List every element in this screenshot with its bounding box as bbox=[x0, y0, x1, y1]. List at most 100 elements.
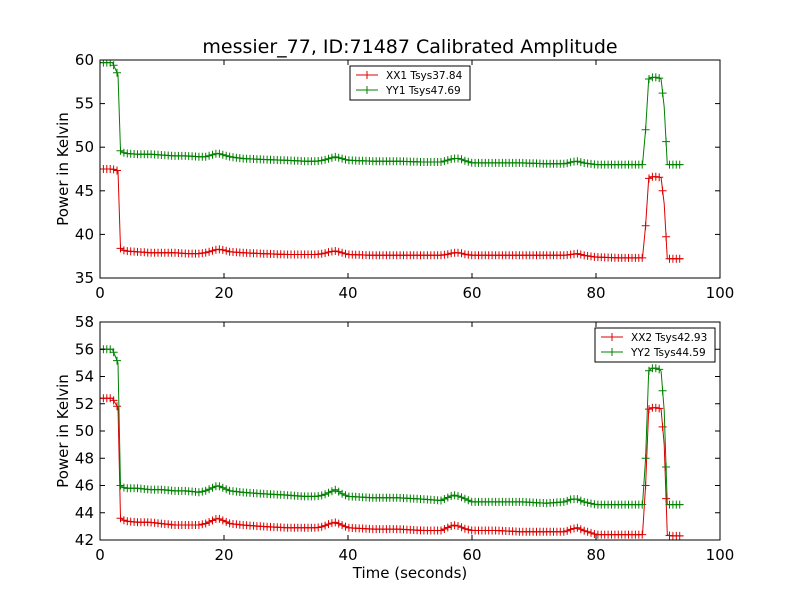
data-point bbox=[324, 520, 333, 529]
data-point bbox=[338, 521, 347, 530]
legend-box bbox=[349, 65, 471, 101]
data-point bbox=[576, 158, 585, 167]
data-point bbox=[198, 520, 207, 529]
axes-frame bbox=[99, 59, 721, 279]
data-point bbox=[450, 521, 459, 530]
x-tick-label: 0 bbox=[95, 284, 105, 302]
data-point bbox=[201, 152, 210, 161]
y-tick-label: 46 bbox=[75, 477, 94, 495]
data-point bbox=[440, 525, 449, 533]
data-point bbox=[113, 356, 121, 365]
data-point bbox=[331, 485, 340, 494]
data-point bbox=[570, 524, 578, 533]
data-point bbox=[321, 490, 330, 499]
data-point bbox=[222, 246, 231, 255]
data-point bbox=[638, 160, 647, 169]
data-point bbox=[658, 386, 667, 395]
data-point bbox=[460, 250, 469, 259]
data-point bbox=[215, 149, 224, 158]
data-point bbox=[675, 500, 684, 509]
data-point bbox=[447, 155, 456, 164]
data-point bbox=[194, 521, 203, 529]
data-point bbox=[675, 531, 684, 540]
data-point bbox=[587, 499, 595, 508]
x-tick-label: 0 bbox=[95, 546, 105, 564]
legend-marker bbox=[363, 71, 371, 79]
x-tick-label: 80 bbox=[586, 284, 605, 302]
y-tick-label: 50 bbox=[75, 422, 94, 440]
data-point bbox=[334, 519, 343, 528]
y-tick-label: 35 bbox=[75, 269, 94, 287]
data-point bbox=[559, 159, 568, 168]
data-point bbox=[580, 526, 589, 535]
data-point bbox=[201, 248, 210, 257]
data-point bbox=[655, 74, 664, 83]
x-axis-label: Time (seconds) bbox=[352, 564, 468, 582]
data-point bbox=[327, 487, 336, 496]
data-point bbox=[641, 454, 650, 463]
data-point bbox=[109, 348, 118, 357]
data-point bbox=[317, 522, 326, 531]
data-point bbox=[113, 166, 121, 175]
data-point bbox=[587, 528, 595, 537]
data-point bbox=[205, 485, 214, 494]
data-point bbox=[338, 489, 347, 498]
data-point bbox=[641, 125, 650, 134]
series-2 bbox=[100, 60, 684, 169]
data-point bbox=[641, 221, 650, 230]
data-point bbox=[215, 514, 224, 523]
chart-1: 0 20 40 60 80 100 35 40 45 50 55 60 Power in Kelvin X… bbox=[54, 51, 734, 302]
data-point bbox=[324, 154, 333, 163]
data-point bbox=[443, 250, 452, 259]
data-point bbox=[655, 404, 664, 413]
data-point bbox=[198, 487, 207, 496]
data-point bbox=[464, 496, 473, 505]
data-point bbox=[563, 496, 572, 505]
legend-marker bbox=[608, 348, 616, 356]
legend-label: YY2 Tsys44.59 bbox=[630, 347, 706, 359]
data-point bbox=[576, 496, 585, 505]
data-point bbox=[460, 156, 469, 165]
data-point bbox=[457, 249, 466, 258]
x-tick-label: 40 bbox=[338, 546, 357, 564]
data-point bbox=[208, 516, 217, 525]
x-tick-label: 60 bbox=[462, 546, 481, 564]
x-tick-label: 100 bbox=[706, 284, 735, 302]
data-point bbox=[341, 155, 350, 164]
data-point bbox=[317, 491, 326, 500]
data-point bbox=[109, 165, 118, 174]
data-point bbox=[454, 522, 462, 530]
y-tick-label: 50 bbox=[75, 138, 94, 156]
y-axis-label: Power in Kelvin bbox=[54, 112, 72, 226]
data-point bbox=[116, 481, 125, 490]
data-point bbox=[454, 492, 462, 501]
data-point bbox=[218, 516, 227, 525]
data-point bbox=[460, 524, 469, 533]
data-point bbox=[321, 249, 330, 258]
data-point bbox=[321, 155, 330, 164]
y-tick-label: 55 bbox=[75, 95, 94, 113]
data-point bbox=[317, 156, 326, 165]
data-point bbox=[205, 247, 214, 256]
data-point bbox=[566, 525, 575, 534]
plots: 0 20 40 60 80 100 35 40 45 50 55 60 Power in Kelvin X… bbox=[54, 51, 734, 582]
data-point bbox=[437, 496, 445, 505]
y-tick-label: 56 bbox=[75, 340, 94, 358]
data-point bbox=[651, 403, 660, 412]
data-point bbox=[205, 518, 214, 526]
data-point bbox=[201, 519, 210, 528]
data-point bbox=[658, 186, 667, 195]
data-point bbox=[225, 152, 234, 161]
y-tick-label: 52 bbox=[75, 395, 94, 413]
y-tick-label: 45 bbox=[75, 182, 94, 200]
data-point bbox=[443, 493, 452, 502]
data-point bbox=[205, 151, 214, 160]
data-point bbox=[651, 364, 660, 373]
legend-label: YY1 Tsys47.69 bbox=[385, 85, 461, 97]
data-point bbox=[327, 519, 336, 528]
data-point bbox=[201, 486, 210, 495]
data-point bbox=[109, 61, 118, 70]
data-point bbox=[662, 232, 671, 241]
data-point bbox=[116, 146, 125, 155]
